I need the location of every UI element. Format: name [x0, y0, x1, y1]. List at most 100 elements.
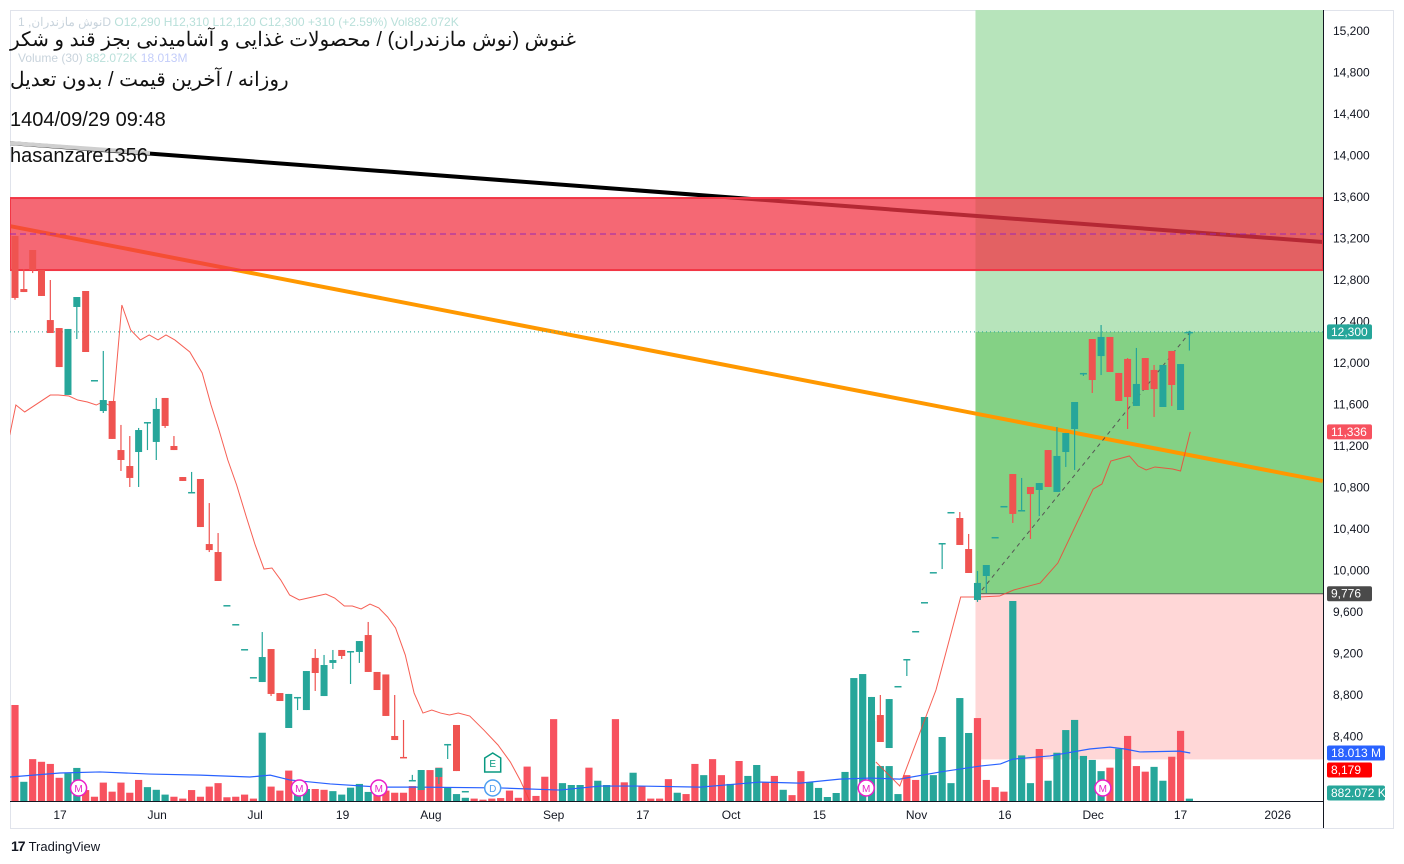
candle: [1168, 350, 1176, 406]
position-tool[interactable]: [975, 10, 1323, 760]
candle-body: [1106, 336, 1114, 373]
candle-body: [161, 397, 169, 426]
candle-body: [294, 696, 302, 699]
candle: [1009, 474, 1017, 523]
marker-m-icon[interactable]: M: [290, 779, 309, 797]
price-tick-label: 14,400: [1333, 107, 1370, 121]
volume-bar: [1026, 783, 1035, 801]
candle-body: [338, 649, 346, 656]
axis-label-background: [1327, 762, 1372, 778]
marker-m-icon[interactable]: M: [69, 779, 88, 797]
candle: [956, 511, 964, 545]
candle-body: [947, 511, 955, 514]
candle-body: [196, 478, 204, 528]
candle-body: [1185, 331, 1193, 334]
volume-bar: [594, 780, 602, 801]
volume-bar: [117, 782, 125, 801]
volume-bar: [770, 775, 778, 801]
price-axis[interactable]: 15,200 14,800 14,400 14,000 13,600 13,200 12,8…: [1333, 24, 1370, 744]
candle: [161, 397, 169, 428]
candle-body: [391, 735, 399, 741]
candle: [135, 427, 143, 487]
marker-label: M: [1099, 784, 1107, 795]
candle-body: [920, 602, 928, 604]
candle: [1035, 483, 1043, 517]
candle-body: [1044, 450, 1052, 487]
volume-bar: [1088, 759, 1096, 801]
candle: [99, 350, 107, 414]
marker-m-icon[interactable]: M: [370, 779, 388, 797]
event-markers[interactable]: M M M M M E D: [69, 752, 1112, 797]
candle-body: [408, 779, 416, 782]
candle: [1150, 364, 1158, 417]
volume-bar: [249, 798, 258, 801]
volume-bar: [611, 719, 620, 801]
volume-bar: [1062, 730, 1070, 801]
volume-bar: [452, 794, 461, 801]
volume-bar: [956, 698, 964, 801]
stop-zone[interactable]: [975, 593, 1323, 760]
trendlines[interactable]: [10, 141, 1323, 591]
profit-zone[interactable]: [975, 331, 1323, 594]
marker-e-icon[interactable]: E: [483, 752, 502, 773]
candle-body: [179, 477, 187, 481]
candle: [302, 671, 310, 711]
axis-label-text: 9,776: [1331, 587, 1361, 601]
volume-bar: [205, 786, 213, 801]
volume-bar: [912, 779, 920, 801]
volume-bar: [920, 716, 929, 801]
candle: [320, 654, 328, 697]
time-tick-label: 19: [336, 808, 350, 822]
axis-label-background: [1327, 785, 1385, 801]
volume-bar: [488, 798, 496, 801]
candle: [1079, 372, 1087, 376]
volume-bar: [223, 797, 231, 801]
candle-body: [170, 446, 178, 451]
marker-d-icon[interactable]: D: [483, 779, 502, 797]
volume-bar: [523, 766, 531, 801]
volume-bar: [426, 770, 434, 801]
candle-body: [1168, 350, 1176, 385]
time-tick-label: 2026: [1264, 808, 1291, 822]
datetime-note[interactable]: 1404/09/29 09:48: [10, 109, 166, 131]
volume-bar: [867, 720, 876, 801]
candle-body: [117, 450, 125, 461]
volume-bar: [585, 767, 593, 801]
marker-m-icon[interactable]: M: [1094, 779, 1112, 797]
volume-bar: [285, 770, 293, 801]
volume-bar: [894, 794, 902, 801]
candle: [11, 236, 19, 300]
candle: [355, 641, 363, 663]
chart-title-note[interactable]: غنوش (نوش مازندران) / محصولات غذایی و آش…: [10, 29, 576, 51]
candle: [400, 720, 408, 759]
time-axis[interactable]: 17 Jun Jul 19 Aug Sep 17 Oct 15 Nov 16 Dec 17 2026: [53, 808, 1291, 822]
volume-bar: [135, 779, 143, 801]
author-note[interactable]: hasanzare1356: [10, 145, 148, 167]
resistance-zone[interactable]: [10, 197, 1323, 272]
candle-body: [90, 380, 98, 382]
volume-bar: [391, 792, 399, 801]
candle-body: [20, 289, 28, 293]
target-zone[interactable]: [975, 10, 1323, 332]
candle: [311, 649, 319, 691]
price-tick-label: 12,000: [1333, 356, 1370, 370]
volume-bar: [37, 761, 46, 801]
volume-ma-line: [10, 746, 1191, 791]
volume-bar: [267, 786, 275, 801]
price-tick-label: 8,400: [1333, 730, 1363, 744]
candle: [143, 422, 151, 451]
marker-label: M: [74, 784, 82, 795]
price-tick-label: 14,000: [1333, 149, 1370, 163]
chart-subtitle-note[interactable]: روزانه / آخرین قیمت / بدون تعدیل: [10, 69, 289, 91]
volume-bar: [435, 767, 443, 801]
price-tick-label: 15,200: [1333, 24, 1370, 38]
marker-m-icon[interactable]: M: [857, 779, 875, 797]
volume-bar: [832, 792, 840, 801]
volatility-stop-line: [875, 431, 1191, 787]
volume-bar: [1185, 798, 1193, 801]
candle: [170, 436, 178, 451]
volume-bar: [779, 789, 787, 801]
tradingview-brand[interactable]: 17 TradingView: [11, 838, 100, 854]
candle: [108, 400, 116, 439]
